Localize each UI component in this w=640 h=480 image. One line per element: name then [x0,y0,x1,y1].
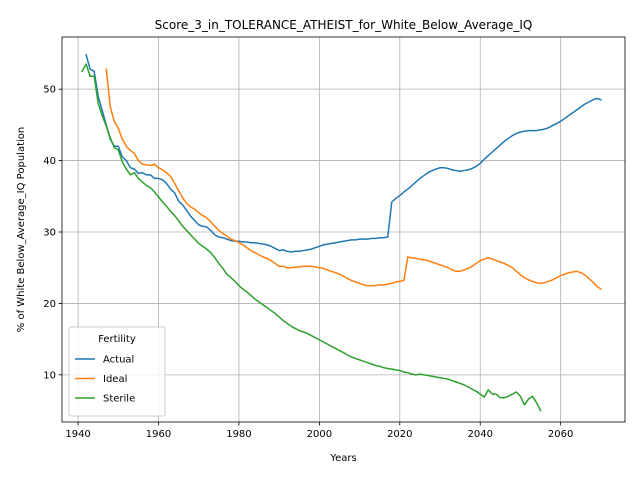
y-axis-title: % of White Below_Average_IQ Population [16,127,27,332]
legend-label-sterile: Sterile [103,394,135,405]
series-line-ideal [105,68,602,291]
legend-box [68,326,166,417]
series-line-sterile [81,63,542,412]
plot-frame [61,36,626,423]
x-tick-label: 2020 [387,429,412,440]
x-tick-label: 1940 [65,429,90,440]
legend: Fertility Actual Ideal Sterile [68,326,166,417]
x-tick-label: 1960 [146,429,171,440]
legend-title: Fertility [98,334,136,345]
y-tick-label: 20 [43,299,56,310]
axis-ticks: 1940 1960 1980 2000 2020 2040 2060 10 20 30 40 50 [43,85,573,440]
series-line-actual [85,53,602,253]
y-tick-label: 50 [43,85,56,96]
x-axis-title: Years [329,453,356,464]
legend-label-actual: Actual [103,355,134,366]
chart-title: Score_3_in_TOLERANCE_ATHEIST_for_White_B… [155,18,533,32]
x-tick-label: 2060 [548,429,573,440]
y-tick-label: 10 [43,370,56,381]
y-tick-label: 30 [43,228,56,239]
y-tick-label: 40 [43,156,56,167]
series-lines [81,53,602,412]
x-tick-label: 1980 [226,429,251,440]
x-tick-label: 2040 [468,429,493,440]
legend-label-ideal: Ideal [103,374,127,385]
x-tick-label: 2000 [307,429,332,440]
